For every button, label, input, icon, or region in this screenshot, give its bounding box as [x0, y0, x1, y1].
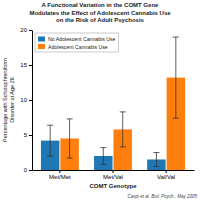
legend-item: No Adolescent Cannabis Use	[38, 36, 116, 42]
y-tick-label: 15	[20, 62, 27, 68]
x-tick: Met/Met	[49, 170, 71, 180]
plot-area: 0 5 10 15 20 Met/Met Met/Val Val/Val No Adolesce…	[20, 27, 194, 180]
y-tick-mark	[29, 65, 32, 66]
y-tick-label: 5	[24, 132, 28, 138]
y-tick-mark	[29, 170, 32, 171]
y-tick-label: 10	[20, 97, 27, 103]
error-bar	[120, 112, 126, 147]
x-axis-title: COMT Genotype	[89, 183, 137, 189]
y-axis-title-line: Percentage with Schizophreniform	[2, 58, 8, 142]
series	[41, 125, 166, 170]
legend: No Adolescent Cannabis Use Adolescent Can…	[35, 33, 119, 52]
x-tick-mark	[166, 170, 167, 173]
x-tick: Val/Val	[157, 170, 175, 180]
y-tick: 0	[24, 167, 32, 173]
x-tick-label: Met/Val	[103, 174, 123, 180]
legend-label: No Adolescent Cannabis Use	[48, 36, 116, 42]
legend-item: Adolescent Cannabis Use	[38, 44, 108, 50]
y-tick-mark	[29, 30, 32, 31]
x-axis: Met/Met Met/Val Val/Val	[33, 170, 195, 180]
y-axis-title: Percentage with SchizophreniformDisorder…	[2, 58, 15, 142]
y-tick-mark	[29, 100, 32, 101]
series	[60, 37, 185, 170]
x-tick: Met/Val	[103, 170, 123, 180]
legend-label: Adolescent Cannabis Use	[48, 44, 108, 50]
x-tick-label: Met/Met	[49, 174, 71, 180]
error-bar	[67, 119, 73, 158]
legend-frame	[35, 33, 119, 52]
y-axis-line	[32, 31, 33, 171]
title: A Functional Variation in the COMT Gene M…	[29, 2, 171, 23]
y-axis-title-line: Disorder at Age 26	[9, 77, 15, 123]
y-tick: 20	[20, 27, 32, 33]
x-tick-mark	[113, 170, 114, 173]
chart-container: 0 5 10 15 20 Met/Met Met/Val Val/Val No Adolesce…	[0, 0, 200, 200]
citation: Caspi et al. Biol. Psych., May 2005	[127, 194, 197, 199]
y-tick: 10	[20, 97, 32, 103]
legend-swatch	[38, 37, 45, 42]
chart-svg: 0 5 10 15 20 Met/Met Met/Val Val/Val No Adolesce…	[0, 0, 200, 200]
error-bar	[173, 37, 179, 118]
y-tick-label: 20	[20, 27, 27, 33]
title-line: on the Risk of Adult Psychosis	[56, 17, 144, 23]
error-bar	[153, 153, 159, 167]
error-bar	[100, 148, 106, 165]
y-tick-mark	[29, 135, 32, 136]
legend-swatch	[38, 44, 45, 49]
title-line: Modulates the Effect of Adolescent Canna…	[29, 10, 171, 16]
title-line: A Functional Variation in the COMT Gene	[42, 2, 159, 8]
y-axis: 0 5 10 15 20	[20, 27, 32, 173]
marks	[41, 37, 185, 170]
x-tick-label: Val/Val	[157, 174, 175, 180]
y-tick: 15	[20, 62, 32, 68]
y-tick: 5	[24, 132, 32, 138]
y-tick-label: 0	[24, 167, 28, 173]
x-tick-mark	[59, 170, 60, 173]
error-bar	[47, 125, 53, 156]
